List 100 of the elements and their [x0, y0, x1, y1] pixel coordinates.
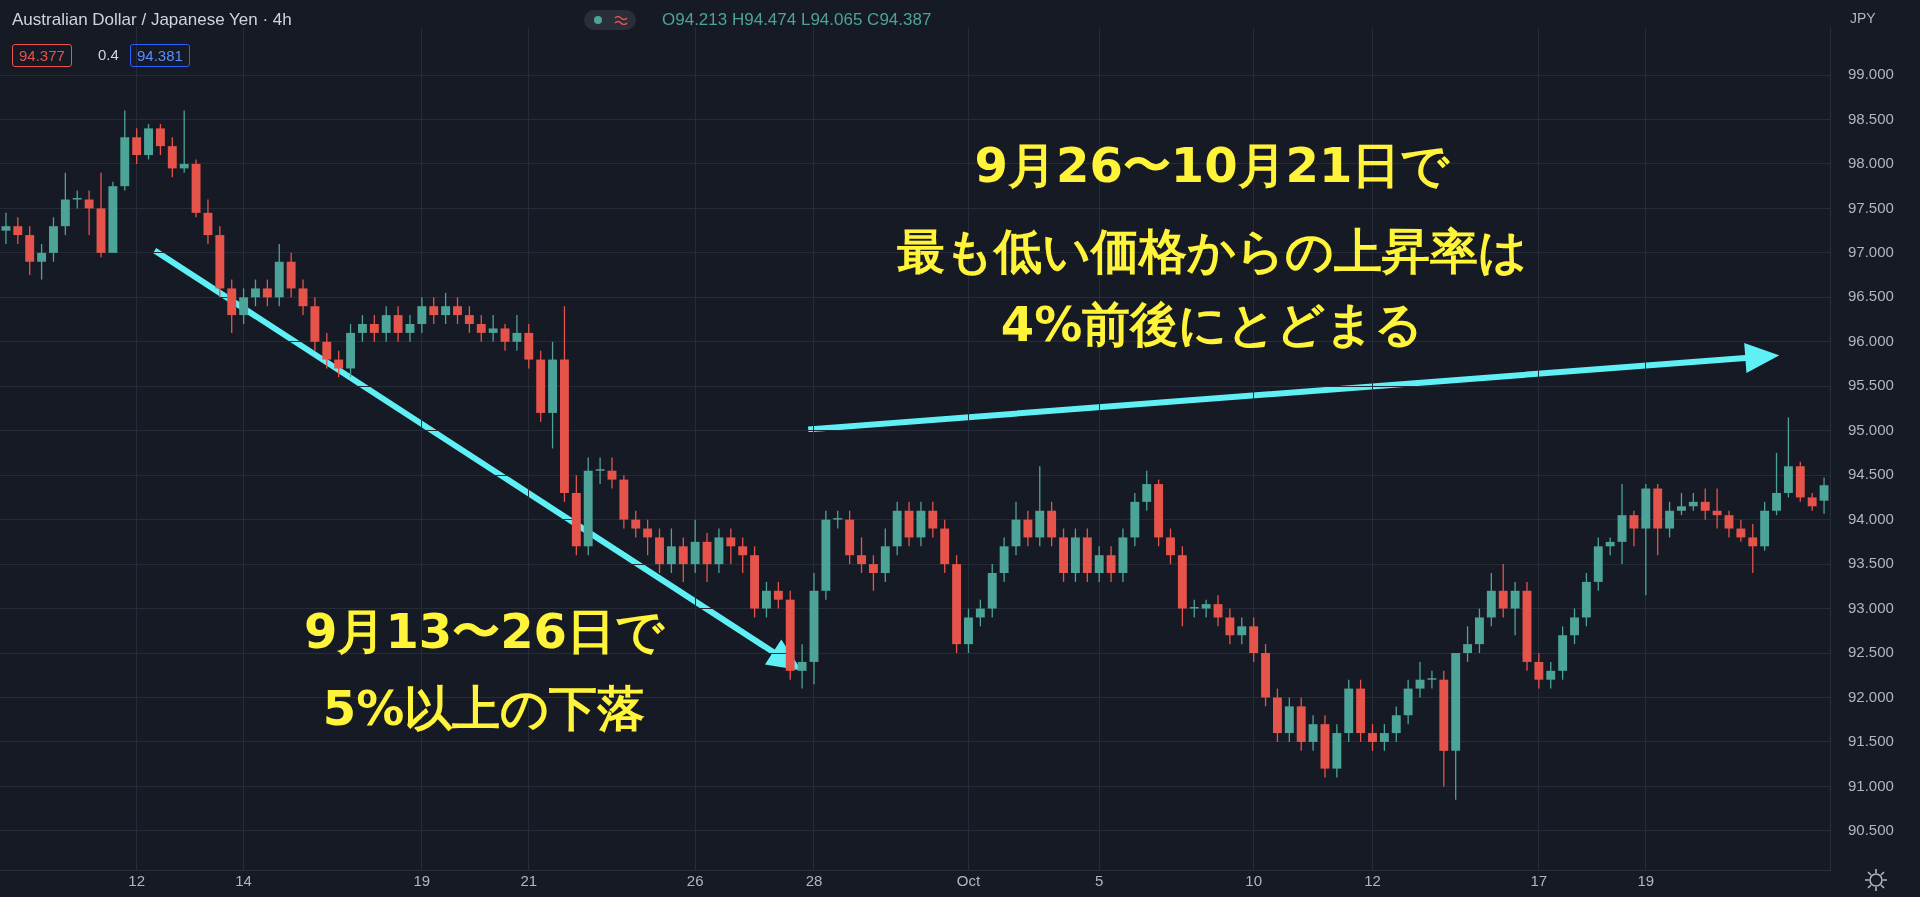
y-tick-label: 99.000 — [1848, 65, 1894, 83]
y-tick-label: 93.500 — [1848, 554, 1894, 572]
candlestick — [381, 305, 391, 343]
candlestick — [1724, 510, 1734, 539]
x-tick-label: Oct — [956, 872, 981, 890]
candlestick — [393, 305, 403, 343]
candlestick — [678, 536, 688, 583]
candlestick — [1023, 510, 1033, 547]
candlestick — [488, 314, 498, 343]
candlestick — [357, 314, 367, 343]
y-tick-label: 94.000 — [1848, 509, 1894, 527]
candlestick — [453, 296, 462, 325]
candlestick — [1106, 545, 1116, 583]
candlestick — [738, 536, 748, 574]
y-tick-label: 91.000 — [1848, 776, 1894, 794]
annotation: 0.4 — [98, 46, 119, 63]
annotation: 94.377 — [12, 44, 72, 67]
candlestick — [1534, 652, 1544, 690]
candlestick — [512, 314, 522, 352]
annotation: 9月13〜26日で — [303, 602, 666, 661]
candlestick — [464, 305, 474, 334]
candlestick — [1, 212, 11, 245]
candlestick — [203, 198, 213, 245]
y-tick-label: 95.500 — [1848, 376, 1894, 394]
x-tick-label: 19 — [1637, 872, 1655, 890]
candlestick — [1748, 523, 1758, 574]
candlestick — [666, 527, 676, 574]
candlestick — [975, 599, 985, 627]
candlestick — [1142, 470, 1152, 512]
y-tick-label: 96.500 — [1848, 287, 1894, 305]
x-tick-label: 5 — [1095, 872, 1104, 890]
candlestick — [1510, 581, 1520, 636]
y-tick-label: 95.000 — [1848, 420, 1894, 438]
candlestick — [1368, 723, 1377, 752]
candlestick — [262, 278, 272, 307]
candlestick — [1463, 625, 1473, 663]
x-tick-label: 12 — [128, 872, 145, 890]
candlestick — [1237, 616, 1247, 645]
candlestick — [1201, 599, 1211, 619]
y-tick-label: 92.000 — [1848, 687, 1894, 705]
annotation: 94.381 — [130, 44, 190, 67]
candlestick — [607, 456, 617, 490]
chart-title: Australian Dollar / Japanese Yen · 4h — [12, 10, 292, 30]
candlestick — [595, 456, 605, 485]
x-tick-label: 17 — [1530, 872, 1548, 890]
candlestick — [1712, 487, 1722, 530]
candlestick — [298, 278, 308, 316]
y-tick-label: 98.500 — [1848, 109, 1894, 127]
candlestick — [405, 314, 415, 343]
candlestick — [155, 123, 165, 156]
candlestick — [417, 296, 427, 334]
y-tick-label: 94.500 — [1848, 465, 1894, 483]
annotation: 5%以上の下落 — [321, 679, 647, 738]
candlestick — [1427, 670, 1437, 690]
candlestick — [1166, 527, 1175, 565]
x-tick-label: 10 — [1245, 872, 1263, 890]
candlestick — [1094, 545, 1104, 583]
candlestick — [476, 314, 486, 343]
x-tick-label: 26 — [686, 872, 704, 890]
candlestick — [1629, 510, 1639, 547]
candlestick — [797, 643, 807, 690]
candlestick — [773, 581, 783, 610]
candlestick — [84, 189, 94, 236]
candlestick — [1665, 501, 1675, 539]
y-tick-label: 91.500 — [1848, 732, 1894, 750]
candlestick — [369, 314, 379, 343]
candlestick — [1415, 661, 1425, 699]
candlestick — [1736, 518, 1746, 543]
y-tick-label: 90.500 — [1848, 821, 1894, 839]
candlestick — [1308, 714, 1318, 752]
candlestick — [1379, 723, 1389, 752]
candlestick — [726, 527, 736, 565]
candlestick — [429, 296, 439, 325]
x-tick-label: 21 — [520, 872, 538, 890]
candlestick — [631, 510, 641, 539]
candlestick — [239, 287, 249, 325]
candlestick — [702, 532, 712, 583]
candlestick — [167, 136, 177, 178]
candlestick — [643, 518, 653, 556]
candlestick — [1700, 487, 1710, 521]
candlestick — [1570, 607, 1579, 645]
candlestick — [690, 518, 700, 574]
candlestick — [37, 243, 47, 281]
candlestick — [928, 501, 938, 539]
candlestick — [1772, 452, 1781, 516]
candlestick — [762, 581, 771, 619]
candlestick — [132, 127, 142, 165]
candlestick — [1819, 476, 1829, 515]
candlestick — [1677, 492, 1686, 516]
annotation: 9月26〜10月21日で — [973, 136, 1451, 195]
y-tick-label: 97.500 — [1848, 198, 1894, 216]
y-axis-title: JPY — [1850, 10, 1876, 26]
annotation: 最も低い価格からの上昇率は — [896, 222, 1528, 281]
y-tick-label: 97.000 — [1848, 243, 1894, 261]
candlestick — [322, 332, 332, 370]
x-tick-label: 19 — [413, 872, 431, 890]
candlestick — [334, 350, 344, 379]
annotation: 4%前後にとどまる — [999, 295, 1425, 354]
candlestick — [1498, 563, 1508, 619]
x-tick-label: 12 — [1364, 872, 1381, 890]
